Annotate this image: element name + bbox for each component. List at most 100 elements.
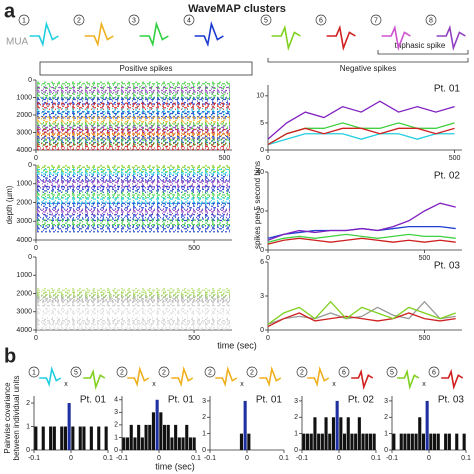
cluster-number: 2 (300, 369, 304, 376)
plot-title: Pt. 01 (434, 84, 461, 95)
cluster-circle (128, 14, 140, 26)
y-tick-label: 0 (28, 254, 32, 261)
y-tick-label: 2 (294, 414, 298, 421)
line-series (267, 133, 455, 146)
y-tick-label: 0 (28, 162, 32, 169)
histogram-bar (49, 426, 53, 450)
cluster-circle (260, 14, 272, 26)
cluster-circle (425, 14, 437, 26)
histogram-bar (313, 417, 317, 450)
x-tick-label: -0.1 (28, 455, 40, 462)
y-tick-label: 4000 (16, 147, 32, 154)
histogram-bar (181, 437, 185, 450)
x-tick-label: 0.1 (103, 455, 113, 462)
x-tick-label: 500 (419, 255, 431, 262)
x-tick-label: 500 (188, 335, 200, 342)
cluster-circle (338, 366, 350, 378)
histogram-bar (174, 424, 178, 450)
y-axis-label: Pairwise covariance (3, 382, 12, 454)
cluster-circle (386, 366, 398, 378)
histogram-bar (392, 433, 396, 450)
x-tick-label: 0 (266, 335, 270, 342)
y-tick-label: 1000 (16, 272, 32, 279)
cluster-circle (428, 366, 440, 378)
y-tick-label: 3000 (16, 309, 32, 316)
cluster-number: 2 (77, 17, 81, 24)
line-series (267, 202, 456, 241)
histogram-bar (34, 426, 38, 450)
histogram-bar (410, 433, 414, 450)
x-tick-label: 500 (188, 245, 200, 252)
waveform (194, 21, 224, 48)
y-tick-label: 20 (256, 208, 264, 215)
y-tick-label: 0 (294, 447, 298, 454)
x-tick-label: 0 (427, 455, 431, 462)
histogram-bar (177, 437, 181, 450)
histogram-bar (89, 426, 93, 450)
y-tick-label: 3 (384, 398, 388, 405)
histogram-bar (447, 433, 451, 450)
histogram-bar (365, 433, 369, 450)
cluster-number: 2 (250, 369, 254, 376)
x-tick-label: 0 (245, 455, 249, 462)
cluster-number: 5 (264, 17, 268, 24)
histogram-bar (425, 400, 429, 450)
histogram-bar (306, 433, 310, 450)
histogram-bar (71, 426, 75, 450)
waveform (171, 366, 194, 388)
waveform (127, 366, 150, 388)
plot-title: Pt. 01 (168, 395, 195, 406)
histogram-bar (163, 424, 167, 450)
times-sign: x (332, 381, 336, 388)
y-tick-label: 2000 (16, 112, 32, 119)
histogram-bar (185, 424, 189, 450)
waveform (39, 366, 62, 388)
line-series (267, 122, 455, 146)
plot-title: Pt. 02 (348, 395, 375, 406)
x-tick-label: 0 (266, 155, 270, 162)
x-tick-label: 0.1 (371, 455, 381, 462)
y-tick-label: 10 (256, 93, 264, 100)
histogram-bar (63, 426, 67, 450)
histogram-bar (41, 426, 45, 450)
panel-label: b (4, 345, 16, 367)
line-series (267, 237, 456, 245)
cluster-circle (70, 366, 82, 378)
y-tick-label: 3 (260, 293, 264, 300)
histogram-bar (170, 437, 174, 450)
line-series (267, 300, 456, 325)
line-series (267, 312, 456, 328)
positive-box (39, 61, 253, 76)
mua-label: MUA (6, 37, 29, 48)
cluster-circle (73, 14, 85, 26)
y-tick-label: 1 (384, 430, 388, 437)
histogram-bar (97, 426, 101, 450)
histogram-bar (403, 433, 407, 450)
histogram-bar (309, 433, 313, 450)
histogram-bar (357, 417, 361, 450)
waveform (215, 366, 238, 388)
histogram-bar (354, 433, 358, 450)
histogram-bar (399, 433, 403, 450)
y-tick-label: 2 (202, 414, 206, 421)
waveform (307, 366, 330, 388)
line-series (267, 233, 456, 243)
y-tick-label: 0 (384, 447, 388, 454)
histogram-bar (192, 437, 196, 450)
histogram-bar (129, 424, 133, 450)
x-tick-label: 0.1 (279, 455, 289, 462)
histogram-bar (429, 433, 433, 450)
cluster-number: 6 (342, 369, 346, 376)
y-tick-label: 3000 (16, 218, 32, 225)
y-tick-label: 6 (260, 259, 264, 266)
cluster-circle (315, 14, 327, 26)
histogram-bar (407, 433, 411, 450)
cluster-circle (116, 366, 128, 378)
histogram-bar (320, 433, 324, 450)
positive-label: Positive spikes (120, 64, 173, 73)
y-tick-label: 2 (384, 414, 388, 421)
cluster-circle (204, 366, 216, 378)
waveform (29, 21, 59, 48)
cluster-circle (28, 366, 40, 378)
